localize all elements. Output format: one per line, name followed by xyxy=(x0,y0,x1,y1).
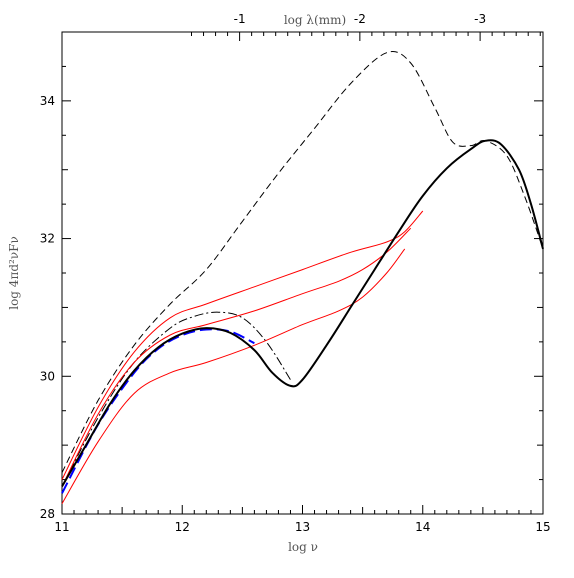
x-tick-label: 13 xyxy=(295,520,310,534)
top-axis-title: log λ(mm) xyxy=(284,13,346,27)
top-tick-label: -1 xyxy=(234,12,246,26)
x-tick-label: 11 xyxy=(54,520,69,534)
top-tick-label: -3 xyxy=(474,12,486,26)
y-tick-label: 34 xyxy=(40,94,55,108)
y-axis-title: log 4πd²νFν xyxy=(7,236,21,310)
series-line-4 xyxy=(61,248,406,504)
series-line-3 xyxy=(61,227,412,487)
plot-frame xyxy=(61,31,544,515)
top-tick-label: -2 xyxy=(354,12,366,26)
series-line-1 xyxy=(61,311,291,487)
y-tick-label: 30 xyxy=(40,369,55,383)
series-line-2 xyxy=(61,210,424,480)
series-line-0 xyxy=(61,51,544,473)
x-tick-label: 15 xyxy=(535,520,550,534)
x-tick-label: 12 xyxy=(175,520,190,534)
series-line-6 xyxy=(61,139,544,488)
x-tick-label: 14 xyxy=(415,520,430,534)
y-tick-label: 28 xyxy=(40,507,55,521)
series-line-5 xyxy=(61,328,255,494)
x-axis-title: log ν xyxy=(288,540,318,554)
y-tick-label: 32 xyxy=(40,232,55,246)
